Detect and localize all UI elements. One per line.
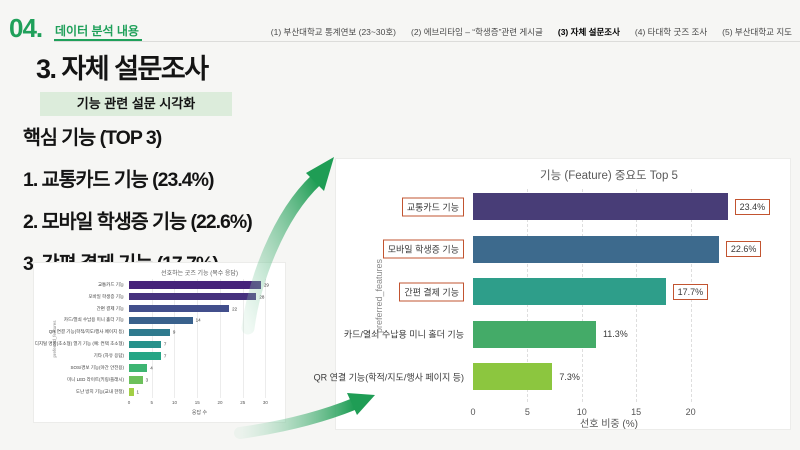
- bar: [473, 235, 719, 263]
- accent-underline: [54, 39, 142, 42]
- x-tick-label: 20: [685, 407, 696, 417]
- chart-title: 선호하는 굿즈 기능 (복수 응답): [161, 271, 238, 277]
- bar-category-label: QR 연결 기능(학적/지도/행사 페이지 등): [313, 372, 464, 383]
- bar: [473, 278, 666, 306]
- x-tick-label: 30: [262, 400, 268, 405]
- bar-category-label: 미니 LED 라이트(키링/플래시): [67, 376, 124, 382]
- bar: [129, 281, 261, 289]
- bar: [473, 320, 596, 348]
- bar-value-label: 7.3%: [559, 371, 580, 382]
- bar: [129, 388, 134, 396]
- nav-item-2[interactable]: (2) 에브리타임 – “학생증”관련 게시글: [410, 27, 543, 37]
- bar-category-label: 기타 (자유 응답): [93, 353, 124, 359]
- bar-value-label: 22.6%: [725, 241, 762, 258]
- bar-value-label: 7: [163, 341, 167, 347]
- section-title: 데이터 분석 내용: [55, 24, 139, 38]
- bar-category-label: 카드/열쇠 수납용 미니 홀더 기능: [63, 317, 124, 323]
- bar-value-label: 17.7%: [672, 283, 709, 300]
- chart-title: 기능 (Feature) 중요도 Top 5: [540, 170, 678, 182]
- x-tick-label: 0: [470, 407, 476, 417]
- bar-category-label: 도난 방지 기능(교내 한정): [75, 388, 124, 394]
- bar-category-label: 디지털 명함(초소형) 열기 기능 (예: 컨택 초소형): [34, 341, 124, 347]
- x-tick-label: 10: [171, 400, 177, 405]
- bar-category-label: SOS/경보 기능(야간 안전용): [70, 365, 124, 371]
- x-axis-label: 응답 수: [191, 410, 208, 416]
- slide-heading: 3. 자체 설문조사: [36, 54, 209, 84]
- x-tick-label: 20: [217, 400, 223, 405]
- bar: [129, 328, 170, 337]
- x-tick-label: 15: [631, 407, 642, 417]
- nav-item-5[interactable]: (5) 부산대학교 지도: [722, 27, 792, 37]
- bar-value-label: 22: [232, 306, 238, 312]
- bar-value-label: 9: [172, 329, 176, 335]
- bar-category-label: 카드/열쇠 수납용 미니 홀더 기능: [343, 329, 464, 340]
- gridline: [219, 279, 221, 398]
- header-divider: [54, 41, 800, 42]
- nav-item-4[interactable]: (4) 타대학 굿즈 조사: [634, 27, 708, 37]
- y-axis-label: preferred_features: [374, 258, 385, 333]
- bar: [473, 193, 728, 220]
- nav-item-1[interactable]: (1) 부산대학교 통계연보 (23~30호): [270, 27, 396, 37]
- bar-category-label: 모바일 학생증 기능: [88, 293, 124, 299]
- bar: [129, 316, 193, 325]
- bar: [129, 304, 230, 313]
- bar: [129, 376, 143, 384]
- feature-importance-chart: 기능 (Feature) 중요도 Top 5 preferred_features…: [314, 158, 791, 430]
- x-axis-label: 선호 비중 (%): [580, 419, 638, 430]
- x-tick-label: 10: [576, 407, 587, 417]
- bar: [129, 292, 257, 301]
- bar-value-label: 28: [259, 294, 265, 300]
- gridline: [174, 279, 176, 398]
- bar-category-label: 간편 결제 기능: [96, 305, 124, 311]
- top3-summary-title: 핵심 기능 (TOP 3): [23, 127, 162, 149]
- bar-value-label: 14: [195, 317, 201, 323]
- x-tick-label: 15: [194, 400, 200, 405]
- nav-item-3[interactable]: (3) 자체 설문조사: [557, 27, 620, 37]
- gridline: [197, 279, 199, 398]
- bar: [129, 340, 161, 348]
- bar-category-label: QR 연결 기능(학적/지도/행사 페이지 등): [48, 329, 124, 335]
- small-goods-feature-chart: 선호하는 굿즈 기능 (복수 응답) preferred_features 0 5 10…: [33, 262, 286, 423]
- bar-category-label: 모바일 학생증 기능: [382, 239, 464, 259]
- gridline: [265, 279, 267, 398]
- x-tick-label: 0: [127, 400, 131, 405]
- bar: [129, 352, 161, 360]
- bar-value-label: 1: [136, 389, 140, 395]
- gridline: [151, 279, 153, 398]
- bar-category-label: 교통카드 기능: [97, 281, 124, 287]
- bar-value-label: 4: [150, 365, 153, 371]
- bar-category-label: 교통카드 기능: [401, 197, 464, 216]
- x-tick-label: 5: [150, 400, 153, 405]
- bar-value-label: 11.3%: [602, 329, 628, 340]
- x-tick-label: 5: [524, 407, 530, 417]
- bar-category-label: 간편 결제 기능: [399, 282, 464, 302]
- y-axis-label: preferred_features: [52, 319, 58, 358]
- topic-badge: 기능 관련 설문 시각화: [40, 92, 232, 116]
- page-number: 04.: [9, 13, 43, 43]
- bar-value-label: 7: [163, 353, 167, 359]
- bar-value-label: 29: [263, 282, 269, 288]
- top3-item-2: 2. 모바일 학생증 기능 (22.6%): [23, 211, 253, 233]
- bar: [129, 364, 148, 372]
- bar-value-label: 23.4%: [734, 198, 771, 215]
- gridline: [242, 279, 244, 398]
- top3-item-1: 1. 교통카드 기능 (23.4%): [23, 169, 214, 191]
- agenda-nav: (1) 부산대학교 통계연보 (23~30호) (2) 에브리타임 – “학생증”…: [271, 26, 792, 38]
- bar: [473, 363, 553, 391]
- bar-value-label: 3: [145, 377, 149, 383]
- x-tick-label: 25: [240, 400, 246, 405]
